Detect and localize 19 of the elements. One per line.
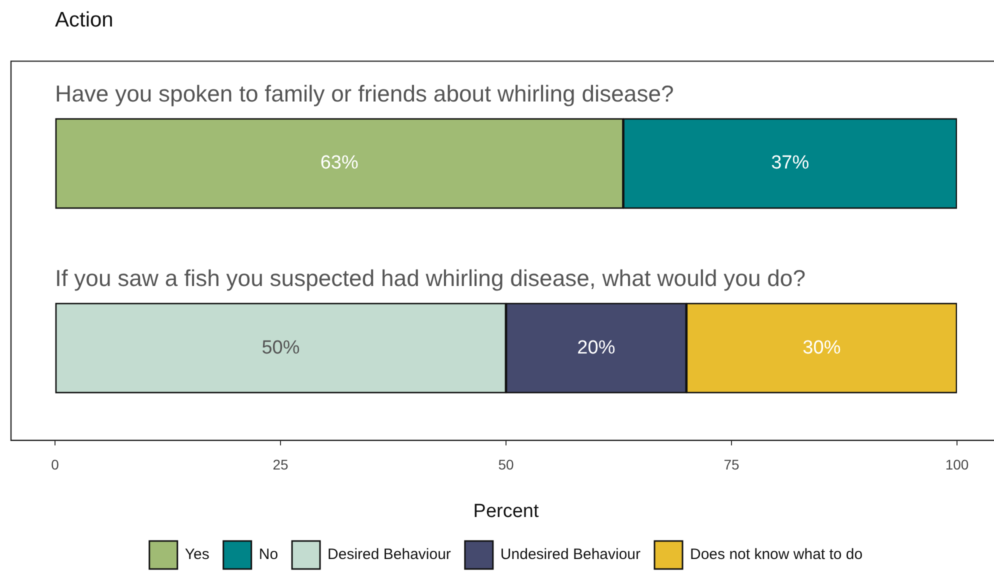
- chart-title: Action: [55, 8, 114, 32]
- data-label: 63%: [320, 152, 358, 174]
- x-tick-label: 0: [51, 456, 60, 473]
- legend-label: Undesired Behaviour: [500, 546, 641, 564]
- data-label: 20%: [577, 337, 616, 358]
- legend-label: No: [258, 546, 278, 564]
- legend-label: Does not know what to do: [690, 546, 863, 564]
- y-tick-label: Have you spoken to family or friends about whirling disease?: [55, 80, 674, 106]
- legend-label: Desired Behaviour: [328, 546, 451, 564]
- x-axis-title: Percent: [473, 500, 540, 522]
- x-tick-label: 50: [498, 456, 514, 473]
- x-tick-label: 25: [272, 456, 288, 473]
- y-tick-label: If you saw a fish you suspected had whirling disease, what would you do?: [55, 264, 806, 291]
- data-label: 37%: [771, 152, 810, 174]
- data-label: 50%: [262, 337, 300, 358]
- x-tick-label: 75: [724, 456, 740, 473]
- legend-label: Yes: [184, 546, 210, 564]
- data-label: 30%: [802, 337, 841, 358]
- x-tick-label: 100: [945, 456, 969, 473]
